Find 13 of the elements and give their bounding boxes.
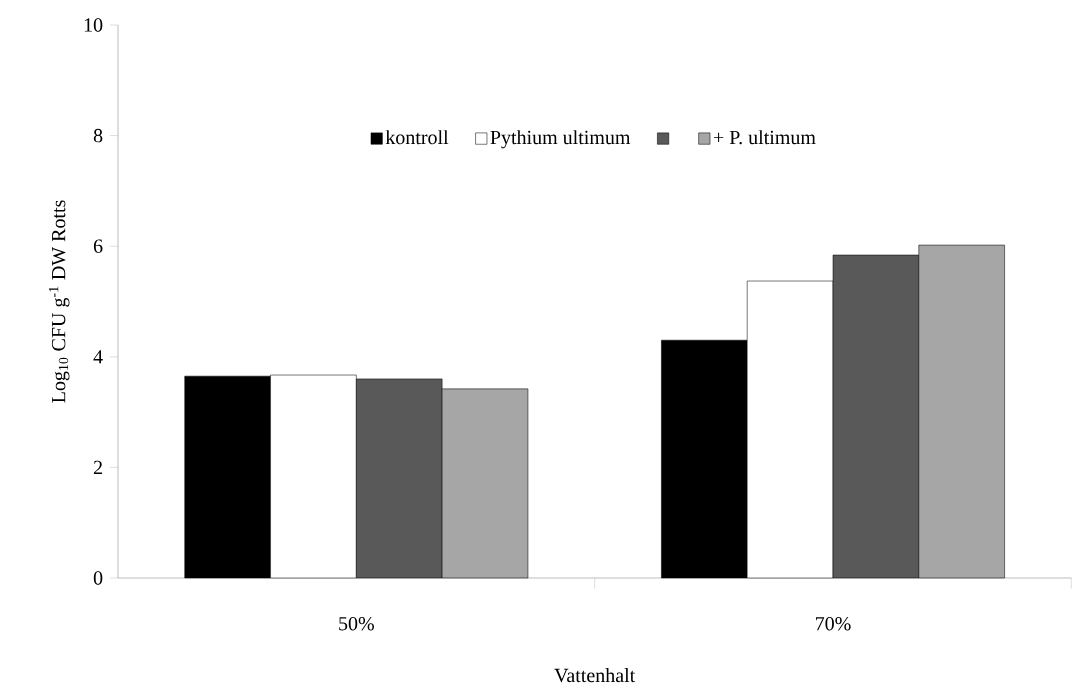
y-tick-label: 0 (93, 571, 103, 585)
legend-label: + P. ultimum (713, 130, 816, 145)
y-tick-label: 6 (93, 239, 103, 253)
x-tick-label: 50% (339, 616, 374, 631)
legend-label: kontroll (385, 130, 449, 145)
x-tick-label: 70% (815, 616, 851, 631)
legend-label: Pythium ultimum (490, 130, 631, 149)
x-axis-title: Vattenhalt (554, 668, 636, 683)
y-tick-label: 8 (93, 128, 103, 143)
y-tick-label: 4 (93, 350, 103, 364)
y-tick-label: 2 (93, 460, 102, 475)
y-tick-label: 10 (84, 18, 103, 32)
y-axis-title: Log$_{10}$ CFU g$^{-1}$ DW Rotts (48, 200, 70, 403)
